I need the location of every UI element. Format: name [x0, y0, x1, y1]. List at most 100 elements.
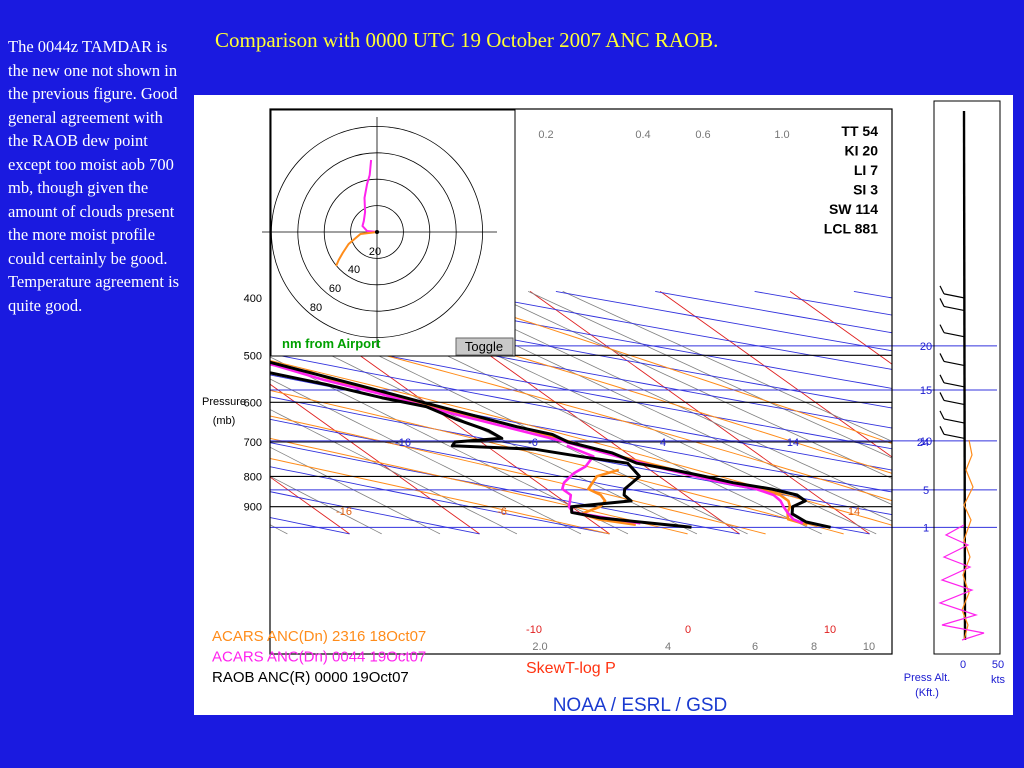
mixing-ratio-top-label: 0.2 — [538, 129, 553, 141]
slide-title: Comparison with 0000 UTC 19 October 2007… — [215, 28, 719, 52]
stability-index-si: SI 3 — [853, 182, 878, 198]
dry-adiabat-value-label: -6 — [497, 506, 507, 518]
pressure-axis-label: Pressure — [202, 396, 246, 408]
pressure-tick-label: 600 — [244, 397, 262, 409]
hodograph-ring-label: 80 — [310, 302, 322, 314]
wind-tick-label: 50 — [992, 659, 1004, 671]
toggle-button[interactable]: Toggle — [455, 337, 514, 356]
wind-tick-label: 0 — [960, 659, 966, 671]
wind-barb-flag — [939, 324, 945, 333]
altitude-tick-label: 1 — [923, 522, 929, 534]
dry-adiabat-line — [357, 290, 892, 389]
mixing-ratio-line — [486, 291, 892, 479]
temperature-value-label: 0 — [685, 624, 691, 636]
mixing-ratio-line — [194, 291, 199, 534]
plot-frame — [269, 108, 893, 655]
hodograph-track — [335, 231, 378, 267]
dry-adiabat-value-label: -16 — [336, 506, 352, 518]
moist-adiabat-line — [433, 290, 892, 445]
wind-barb — [943, 305, 965, 312]
stability-index-tt: TT 54 — [841, 123, 878, 139]
pressure-axis-unit: (mb) — [213, 415, 236, 427]
wind-barb — [943, 360, 965, 367]
acars-0044-wind-trace — [938, 524, 985, 641]
toggle-button-face[interactable] — [455, 337, 514, 356]
isotherm-line — [789, 290, 892, 365]
pressure-tick-label: 900 — [244, 502, 262, 514]
isotherm-line — [194, 291, 220, 533]
hodograph-ring-label: 40 — [348, 264, 360, 276]
mixing-ratio-line — [528, 291, 892, 459]
altitude-tick-label: 5 — [923, 485, 929, 497]
legend-entry-raob: RAOB ANC(R) 0000 19Oct07 — [212, 669, 409, 686]
wind-barb-flag — [939, 353, 945, 362]
isotherm-value-label: -6 — [528, 437, 538, 449]
wind-barb — [943, 332, 965, 338]
wind-barb-flag — [939, 410, 945, 420]
mixing-ratio-top-label: 0.6 — [695, 129, 710, 141]
raob-dewpoint-line — [270, 371, 692, 529]
legend-entry-acars-2316: ACARS ANC(Dn) 2316 18Oct07 — [212, 628, 426, 645]
altitude-axis-unit: (Kft.) — [915, 687, 939, 699]
indices-box — [806, 119, 890, 241]
skewt-svg: 400500600700800900Pressure(mb)20151051Pr… — [194, 100, 1013, 715]
altitude-tick-label: 15 — [920, 385, 932, 397]
wind-barb — [943, 418, 965, 424]
isotherm-value-label: 4 — [660, 437, 666, 449]
dry-adiabat-value-label: 14 — [848, 506, 860, 518]
isotherm-line — [270, 383, 480, 535]
wind-frame — [933, 100, 1001, 655]
dry-adiabat-line — [953, 291, 1013, 534]
altitude-tick-label: 20 — [920, 341, 932, 353]
hodograph-ring-label: 20 — [369, 246, 381, 258]
wind-barb — [943, 399, 965, 406]
hodograph-ring-label: 60 — [329, 283, 341, 295]
mixing-ratio-bottom-label: 2.0 — [532, 641, 547, 653]
hodograph-origin — [375, 230, 379, 234]
dry-adiabat-line — [270, 353, 892, 471]
pressure-tick-label: 800 — [244, 471, 262, 483]
isotherm-value-label: 14 — [787, 437, 799, 449]
legend-entry-acars-0044: ACARS ANC(Dn) 0044 19Oct07 — [212, 649, 426, 666]
wind-barb-flag — [939, 298, 945, 307]
pressure-tick-label: 700 — [244, 437, 262, 449]
isotherm-line — [270, 476, 350, 535]
mixing-ratio-line — [562, 291, 892, 442]
stability-index-sw: SW 114 — [829, 201, 878, 217]
mixing-ratio-bottom-label: 4 — [665, 641, 671, 653]
temperature-value-label: 10 — [824, 624, 836, 636]
chart-title: SkewT-log P — [526, 660, 616, 677]
isotherm-line — [659, 290, 892, 458]
credit-text: NOAA / ESRL / GSD — [553, 695, 728, 715]
mixing-ratio-top-label: 0.4 — [635, 129, 650, 141]
mixing-ratio-line — [434, 291, 892, 506]
raob-temperature-line — [270, 360, 831, 529]
mixing-ratio-bottom-label: 10 — [863, 641, 875, 653]
mixing-ratio-bottom-label: 6 — [752, 641, 758, 653]
isotherm-value-label: -16 — [395, 437, 411, 449]
pressure-tick-label: 500 — [244, 350, 262, 362]
wind-barb — [943, 433, 965, 439]
dry-adiabat-line — [270, 293, 892, 409]
wind-barb — [943, 382, 965, 388]
wind-barb-flag — [939, 285, 945, 295]
pressure-tick-label: 400 — [244, 293, 262, 305]
skewt-chart-panel: 400 500 600 700 800 900 Pressure (mb) 20 15 10 5 1 Pr… — [194, 95, 1013, 715]
mixing-ratio-bottom-label: 8 — [811, 641, 817, 653]
side-note: The 0044z TAMDAR is the new one not show… — [8, 37, 180, 315]
wind-barb-flag — [939, 426, 945, 435]
stability-index-lcl: LCL 881 — [824, 221, 878, 237]
isotherm-value-label: 24 — [917, 437, 929, 449]
stability-index-ki: KI 20 — [845, 143, 879, 159]
wind-barb-flag — [939, 392, 945, 401]
wind-barb — [943, 293, 965, 299]
wind-axis-unit: kts — [991, 674, 1006, 686]
toggle-button-label[interactable]: Toggle — [465, 339, 503, 354]
altitude-axis-label: Press Alt. — [904, 672, 950, 684]
altitude-tick-label: 10 — [920, 436, 932, 448]
wind-profile-line — [962, 110, 967, 641]
mixing-ratio-top-label: 1.0 — [774, 129, 789, 141]
hodograph-label: nm from Airport — [282, 336, 381, 351]
dry-adiabat-line — [456, 290, 892, 370]
hodograph-panel — [270, 109, 516, 357]
